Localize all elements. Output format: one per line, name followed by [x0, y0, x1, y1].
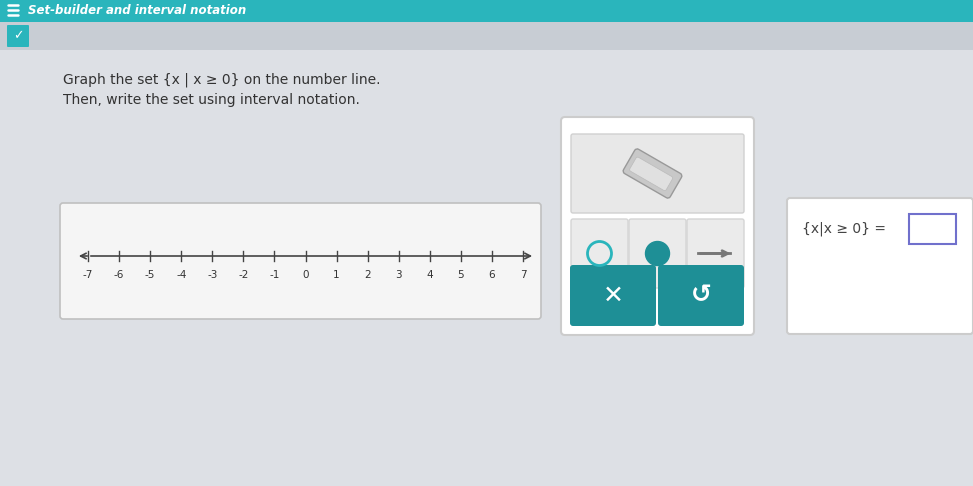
FancyBboxPatch shape [7, 25, 29, 47]
Text: -6: -6 [114, 270, 125, 280]
FancyBboxPatch shape [0, 0, 973, 22]
FancyBboxPatch shape [570, 265, 656, 326]
Text: -2: -2 [238, 270, 248, 280]
Text: 1: 1 [334, 270, 340, 280]
Text: -7: -7 [83, 270, 93, 280]
FancyBboxPatch shape [571, 134, 744, 213]
FancyBboxPatch shape [0, 22, 973, 50]
Text: ✕: ✕ [602, 283, 624, 308]
FancyBboxPatch shape [60, 203, 541, 319]
Text: ✓: ✓ [13, 30, 23, 42]
FancyBboxPatch shape [571, 219, 628, 288]
Text: Graph the set {x | x ≥ 0} on the number line.: Graph the set {x | x ≥ 0} on the number … [63, 73, 380, 87]
FancyBboxPatch shape [687, 219, 744, 288]
Text: ↺: ↺ [691, 283, 711, 308]
FancyBboxPatch shape [630, 157, 672, 191]
Text: 3: 3 [395, 270, 402, 280]
Text: -3: -3 [207, 270, 218, 280]
FancyBboxPatch shape [787, 198, 973, 334]
FancyBboxPatch shape [561, 117, 754, 335]
Text: Set-builder and interval notation: Set-builder and interval notation [28, 4, 246, 17]
Text: -1: -1 [270, 270, 279, 280]
Text: 0: 0 [303, 270, 308, 280]
Text: -4: -4 [176, 270, 187, 280]
Text: Then, write the set using interval notation.: Then, write the set using interval notat… [63, 93, 360, 107]
FancyBboxPatch shape [623, 149, 682, 198]
Text: 4: 4 [426, 270, 433, 280]
Text: 7: 7 [520, 270, 526, 280]
Text: {x|x ≥ 0} =: {x|x ≥ 0} = [802, 222, 886, 236]
Text: -5: -5 [145, 270, 156, 280]
Text: 6: 6 [488, 270, 495, 280]
FancyBboxPatch shape [629, 219, 686, 288]
Circle shape [645, 242, 669, 265]
Text: 5: 5 [457, 270, 464, 280]
FancyBboxPatch shape [658, 265, 744, 326]
Text: 2: 2 [364, 270, 371, 280]
FancyBboxPatch shape [909, 214, 956, 244]
